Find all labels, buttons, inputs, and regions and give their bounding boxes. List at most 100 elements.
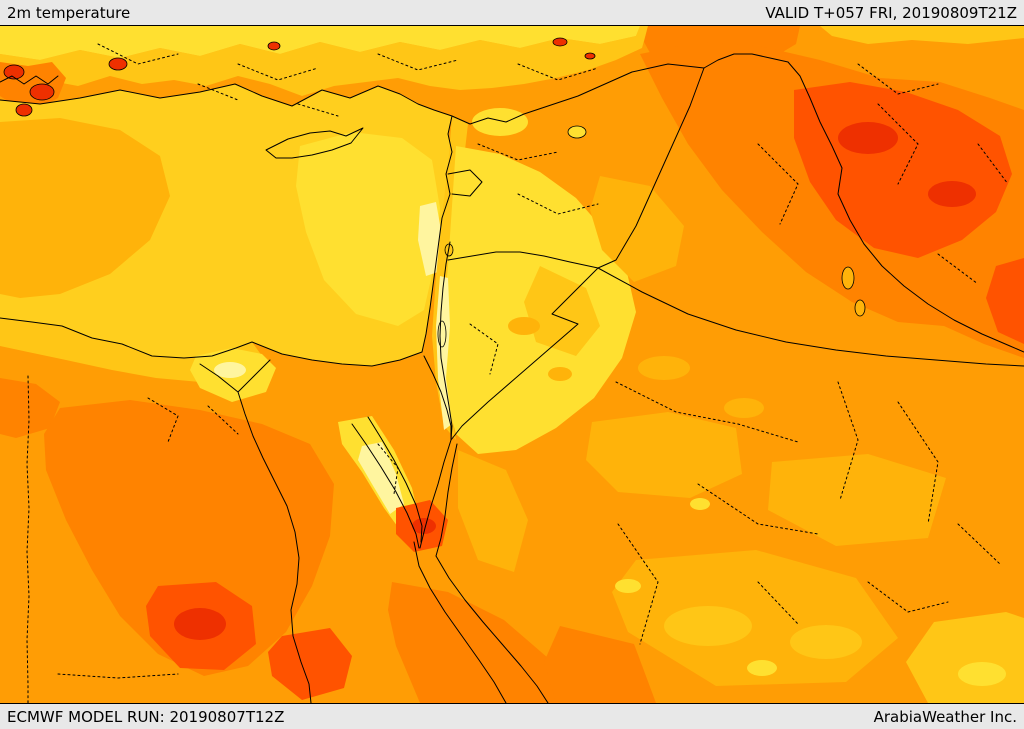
admin-border (757, 143, 799, 225)
admin-border (517, 193, 599, 215)
jordan-valley-pale-strip (436, 276, 452, 430)
temp-contour-blob (412, 518, 436, 534)
admin-border (977, 143, 1009, 185)
temp-contour-blob (986, 258, 1024, 344)
temp-contour-blob (0, 26, 640, 60)
admin-border (147, 397, 179, 443)
temp-contour-blob (174, 608, 226, 640)
red-sea-coast (413, 541, 549, 703)
temp-contour-blob (638, 356, 690, 380)
temp-contour-blob (0, 26, 648, 96)
island-spots (3, 37, 596, 117)
gulf-of-suez-coast (351, 416, 423, 549)
iraq-saudi-border (597, 267, 1024, 367)
admin-border (197, 83, 239, 101)
footer-bar: ECMWF MODEL RUN: 20190807T12Z ArabiaWeat… (0, 703, 1024, 729)
temp-contour-blob (418, 202, 442, 276)
admin-border (937, 253, 979, 285)
cyprus-island (265, 127, 364, 159)
temp-red-dot (584, 52, 596, 60)
admin-border (837, 381, 859, 501)
temp-contour-blob (664, 606, 752, 646)
temp-contour-blob (690, 498, 710, 510)
lakes (437, 125, 866, 348)
temp-contour-blob (524, 266, 600, 356)
temp-contour-blob (724, 398, 764, 418)
temp-contour-blob (296, 132, 440, 326)
temp-contour-blob (214, 362, 246, 378)
admin-border (897, 401, 939, 525)
branding-label: ArabiaWeather Inc. (873, 707, 1017, 726)
admin-borders (26, 43, 1009, 703)
admin-border (517, 63, 599, 81)
model-run-label: ECMWF MODEL RUN: 20190807T12Z (7, 707, 285, 726)
temp-contour-blob (586, 412, 742, 498)
temp-contour-blob (0, 378, 60, 438)
israel-egypt-border (423, 355, 452, 441)
temp-contour-blob (790, 625, 862, 659)
jordan-saudi-border (450, 267, 599, 441)
temp-contour-blob (820, 26, 1024, 44)
admin-border (477, 143, 559, 161)
admin-border (57, 673, 179, 679)
turkey-syria-border (451, 53, 789, 125)
syria-iraq-border (597, 67, 705, 269)
admin-border (615, 381, 799, 443)
temp-contour-blob (838, 122, 898, 154)
mediterranean-coastline (0, 83, 453, 367)
page-title: 2m temperature (7, 3, 131, 22)
gulf-of-aqaba-coast (419, 439, 458, 557)
admin-border (377, 53, 459, 71)
valid-time-label: VALID T+057 FRI, 20190809T21Z (765, 3, 1017, 22)
admin-border (857, 63, 939, 95)
island-spot (108, 57, 128, 71)
egypt-hot-zone (44, 400, 334, 676)
aegean-coast-squiggle (0, 75, 59, 85)
temp-contour-blob (458, 450, 528, 572)
temp-contour-blob (928, 181, 976, 207)
island-spot (3, 64, 25, 80)
lake-outline (841, 266, 855, 290)
temp-contour-blob (544, 626, 656, 703)
admin-border (867, 581, 949, 613)
weather-map-canvas (0, 26, 1024, 703)
temp-contour-blob (358, 442, 404, 514)
temp-contour-blob (590, 176, 684, 282)
admin-border (26, 375, 30, 703)
temp-contour-blob (508, 317, 540, 335)
jordan-river-rift-border (439, 241, 453, 441)
admin-border (697, 483, 819, 535)
country-borders (0, 53, 1024, 703)
temp-contour-blob (548, 367, 572, 381)
map-area (0, 26, 1024, 703)
admin-border (877, 103, 919, 185)
lake-outline (567, 125, 587, 139)
lebanon-border (447, 169, 483, 197)
island-spot (15, 103, 33, 117)
lake-outline (854, 299, 866, 317)
admin-border (207, 405, 239, 435)
temp-contour-blob (0, 118, 170, 298)
temp-contour-blob (268, 628, 352, 700)
temp-contour-blob (388, 582, 560, 703)
admin-border (957, 523, 1001, 565)
jordan-syria-border (447, 251, 599, 269)
admin-border (469, 323, 499, 375)
temp-contour-blob (472, 108, 528, 136)
temp-contour-blob (615, 579, 641, 593)
temp-contour-blob (958, 662, 1006, 686)
nile-river (199, 359, 312, 703)
temp-contour-blob (768, 454, 946, 546)
admin-border (377, 443, 399, 495)
admin-border (757, 581, 799, 625)
admin-border (617, 523, 659, 645)
temperature-field (0, 26, 1024, 703)
header-bar: 2m temperature VALID T+057 FRI, 20190809… (0, 0, 1024, 26)
temp-red-dot (552, 37, 568, 47)
admin-border (237, 63, 319, 81)
admin-border (97, 43, 179, 65)
iran-border (787, 61, 1024, 353)
island-spot (29, 83, 55, 101)
temp-contour-blob (747, 660, 777, 676)
